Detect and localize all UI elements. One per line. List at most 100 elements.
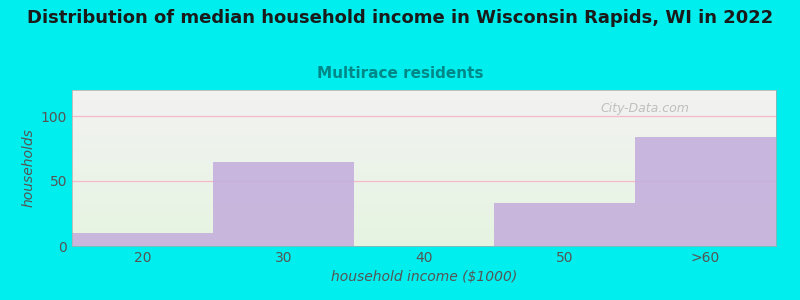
Bar [72, 231, 776, 232]
Bar [72, 190, 776, 191]
Bar [72, 217, 776, 218]
Bar [72, 168, 776, 169]
Bar [72, 159, 776, 160]
Bar [72, 161, 776, 162]
Bar [72, 134, 776, 135]
Bar [72, 169, 776, 170]
Bar [72, 98, 776, 99]
Bar [72, 100, 776, 101]
Bar [72, 225, 776, 226]
Bar [72, 114, 776, 115]
Bar [72, 200, 776, 201]
Bar [72, 196, 776, 197]
Bar [72, 232, 776, 233]
Bar [72, 179, 776, 180]
Bar [72, 167, 776, 168]
Bar [72, 221, 776, 222]
Bar [72, 104, 776, 105]
Bar [72, 111, 776, 112]
Bar [72, 193, 776, 194]
Bar [72, 144, 776, 145]
Bar [72, 113, 776, 114]
Bar [72, 237, 776, 238]
Bar [72, 199, 776, 200]
Bar [72, 192, 776, 193]
Bar [72, 235, 776, 236]
X-axis label: household income ($1000): household income ($1000) [331, 270, 517, 284]
Bar [72, 229, 776, 230]
Bar [72, 185, 776, 186]
Bar [72, 173, 776, 174]
Bar [72, 204, 776, 205]
Bar [72, 182, 776, 183]
Bar [72, 243, 776, 244]
Bar [72, 102, 776, 103]
Bar [72, 177, 776, 178]
Bar [72, 242, 776, 243]
Bar [72, 142, 776, 143]
Bar [72, 226, 776, 227]
Bar [72, 123, 776, 124]
Bar [72, 94, 776, 95]
Bar [72, 91, 776, 92]
Bar [72, 211, 776, 212]
Bar [72, 126, 776, 127]
Bar [72, 241, 776, 242]
Bar [72, 205, 776, 206]
Bar [72, 156, 776, 157]
Bar [72, 136, 776, 137]
Bar [72, 245, 776, 246]
Bar [72, 240, 776, 241]
Bar [72, 170, 776, 171]
Bar [72, 197, 776, 198]
Bar [72, 166, 776, 167]
Bar [72, 222, 776, 223]
Bar [72, 206, 776, 207]
Bar [72, 194, 776, 195]
Text: Distribution of median household income in Wisconsin Rapids, WI in 2022: Distribution of median household income … [27, 9, 773, 27]
Bar [72, 157, 776, 158]
Bar [72, 164, 776, 165]
Bar [72, 148, 776, 149]
Bar [72, 122, 776, 123]
Bar [72, 125, 776, 126]
Bar [72, 203, 776, 204]
Bar [72, 183, 776, 184]
Bar [72, 145, 776, 146]
Bar [72, 90, 776, 91]
Bar [72, 121, 776, 122]
Bar [72, 178, 776, 179]
Bar [635, 137, 776, 246]
Bar [72, 127, 776, 128]
Bar [72, 112, 776, 113]
Bar [72, 162, 776, 163]
Bar [72, 108, 776, 109]
Bar [72, 105, 776, 106]
Bar [72, 160, 776, 161]
Bar [72, 117, 776, 118]
Bar [72, 228, 776, 229]
Bar [72, 130, 776, 131]
Bar [72, 180, 776, 181]
Bar [72, 213, 776, 214]
Bar [72, 143, 776, 144]
Bar [72, 100, 776, 101]
Bar [72, 99, 776, 100]
Bar [72, 223, 776, 224]
Bar [72, 227, 776, 228]
Bar [72, 124, 776, 125]
Bar [72, 218, 776, 219]
Bar [72, 141, 776, 142]
Bar [72, 212, 776, 213]
Bar [72, 174, 776, 175]
Bar [72, 151, 776, 152]
Bar [72, 214, 776, 215]
Bar [72, 209, 776, 210]
Bar [72, 219, 776, 220]
Bar [72, 191, 776, 192]
Bar [72, 149, 776, 150]
Bar [72, 165, 776, 166]
Bar [72, 150, 776, 151]
Bar [72, 116, 776, 117]
Bar [72, 152, 776, 153]
